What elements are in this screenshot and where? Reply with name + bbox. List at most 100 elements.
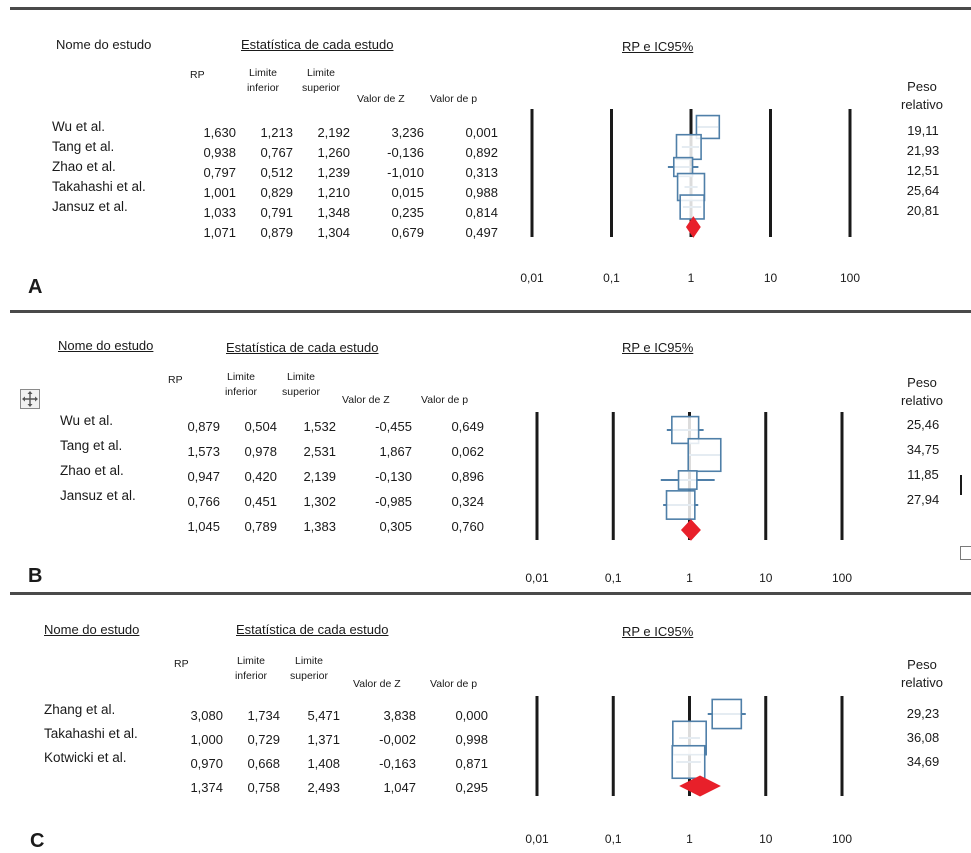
weight-header: Peso relativo [901, 375, 943, 408]
panel-label-c: C [30, 830, 45, 852]
study-name: Wu et al. [52, 119, 106, 134]
upper-value: 2,192 [317, 125, 350, 140]
x-tick-label: 1 [686, 571, 693, 585]
study-box [675, 133, 702, 161]
upper-value: 1,239 [317, 165, 350, 180]
col-header-z: Valor de Z [342, 394, 390, 406]
study-box [671, 744, 706, 780]
lower-value: 0,451 [244, 494, 277, 509]
study-name: Tang et al. [52, 139, 115, 154]
upper-value: 2,531 [303, 444, 336, 459]
study-name: Zhao et al. [52, 159, 116, 174]
panel-label-b: B [28, 565, 43, 587]
plot-header: RP e IC95% [622, 340, 694, 355]
study-name-header: Nome do estudo [56, 37, 152, 52]
study-name: Takahashi et al. [44, 726, 138, 741]
x-tick-label: 0,1 [603, 271, 620, 285]
x-tick-label: 10 [759, 571, 773, 585]
pooled-diamond [679, 775, 721, 797]
forest-plot-a: 0,01 0,1 1 10 100 [520, 109, 860, 285]
rp-value: 1,001 [203, 185, 236, 200]
study-name-header: Nome do estudo [58, 338, 154, 353]
forest-plot-b: 0,01 0,1 1 10 100 [525, 412, 852, 585]
weight-header: Peso relativo [901, 657, 943, 690]
z-value: 1,867 [379, 444, 412, 459]
x-tick-label: 0,1 [605, 571, 622, 585]
col-header-lower: Limite inferior [224, 371, 258, 399]
rp-value: 0,797 [203, 165, 236, 180]
weight-value: 11,85 [907, 467, 939, 482]
study-name: Tang et al. [60, 438, 123, 453]
lower-value: 0,729 [247, 732, 280, 747]
lower-value: 1,734 [247, 708, 280, 723]
col-header-rp: RP [190, 69, 205, 81]
weight-value: 27,94 [906, 492, 940, 507]
upper-value: 5,471 [307, 708, 340, 723]
x-tick-label: 1 [686, 832, 693, 846]
col-header-p: Valor de p [430, 678, 478, 690]
panel-divider [10, 592, 971, 595]
p-value: 0,871 [455, 756, 488, 771]
p-value: 0,814 [465, 205, 498, 220]
x-tick-label: 10 [764, 271, 778, 285]
study-box [671, 415, 700, 445]
z-value: -0,985 [375, 494, 412, 509]
plot-header: RP e IC95% [622, 624, 694, 639]
z-value: 0,015 [391, 185, 424, 200]
x-tick-label: 0,1 [605, 832, 622, 846]
upper-value: 1,260 [317, 145, 350, 160]
lower-value: 0,789 [244, 519, 277, 534]
p-value: 0,896 [451, 469, 484, 484]
study-name: Jansuz et al. [52, 199, 128, 214]
lower-value: 0,668 [247, 756, 280, 771]
lower-value: 0,512 [260, 165, 293, 180]
weight-value: 20,81 [906, 203, 940, 218]
p-value: 0,313 [465, 165, 498, 180]
lower-value: 1,213 [260, 125, 293, 140]
panel-label-a: A [28, 276, 43, 298]
upper-value: 1,532 [303, 419, 336, 434]
panel-divider [10, 7, 971, 10]
col-header-rp: RP [168, 374, 183, 386]
upper-value: 1,371 [307, 732, 340, 747]
panel-divider [10, 310, 971, 313]
col-header-upper: Limite superior [302, 67, 340, 95]
edge-box [960, 546, 971, 560]
weight-value: 25,46 [906, 417, 940, 432]
p-value: 0,062 [451, 444, 484, 459]
panel-c: Nome do estudo Estatística de cada estud… [0, 590, 971, 852]
col-header-rp: RP [174, 658, 189, 670]
lower-value: 0,420 [244, 469, 277, 484]
lower-value: 0,767 [260, 145, 293, 160]
panel-a: Nome do estudo Estatística de cada estud… [0, 0, 971, 298]
col-header-lower: Limite inferior [234, 655, 268, 683]
edge-tick [960, 475, 962, 495]
col-header-lower: Limite inferior [246, 67, 280, 95]
weight-value: 12,51 [906, 163, 940, 178]
lower-value: 0,791 [260, 205, 293, 220]
pooled-diamond [685, 216, 701, 238]
p-value: 0,324 [451, 494, 484, 509]
weight-value: 29,23 [906, 706, 940, 721]
plot-header: RP e IC95% [622, 39, 694, 54]
z-value: -1,010 [387, 165, 424, 180]
x-tick-label: 0,01 [525, 832, 549, 846]
lower-value: 0,504 [244, 419, 277, 434]
col-header-upper: Limite superior [282, 371, 320, 399]
study-name: Zhang et al. [44, 702, 116, 717]
rp-value: 0,938 [203, 145, 236, 160]
rp-value: 0,766 [187, 494, 220, 509]
z-value: -0,002 [379, 732, 416, 747]
p-value: 0,000 [455, 708, 488, 723]
rp-value: 1,374 [190, 780, 223, 795]
study-name: Kotwicki et al. [44, 750, 127, 765]
lower-value: 0,829 [260, 185, 293, 200]
z-value: -0,163 [379, 756, 416, 771]
weight-value: 36,08 [906, 730, 940, 745]
move-arrows-icon[interactable] [20, 389, 40, 409]
weight-value: 34,75 [906, 442, 940, 457]
study-box [665, 490, 696, 520]
col-header-z: Valor de Z [357, 93, 405, 105]
study-box [677, 470, 698, 490]
lower-value: 0,758 [247, 780, 280, 795]
